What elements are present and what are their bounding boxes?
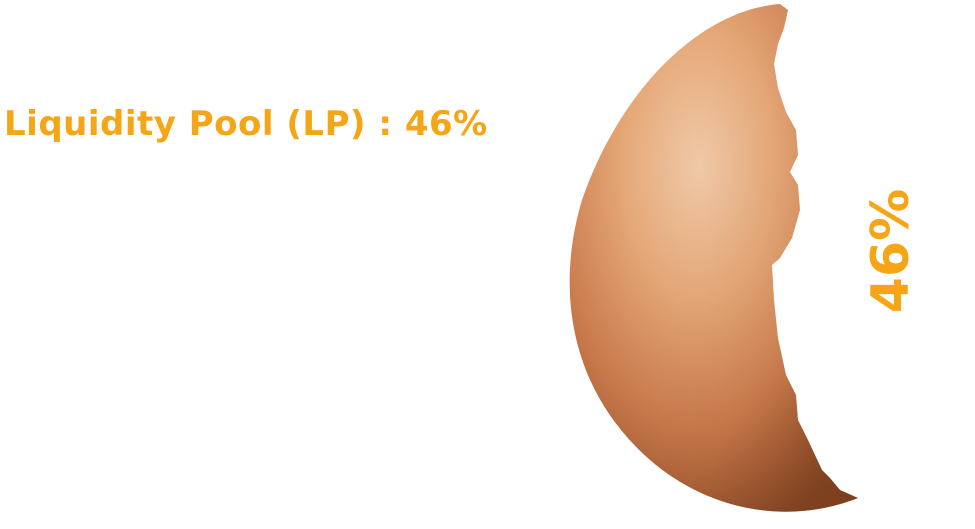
liquidity-pool-label: Liquidity Pool (LP) : 46%	[4, 104, 488, 144]
eggshell-fragment-icon	[560, 0, 870, 529]
eggshell-svg	[569, 4, 858, 512]
percentage-rotated-label: 46%	[861, 188, 921, 314]
eggshell-shading	[569, 4, 858, 512]
